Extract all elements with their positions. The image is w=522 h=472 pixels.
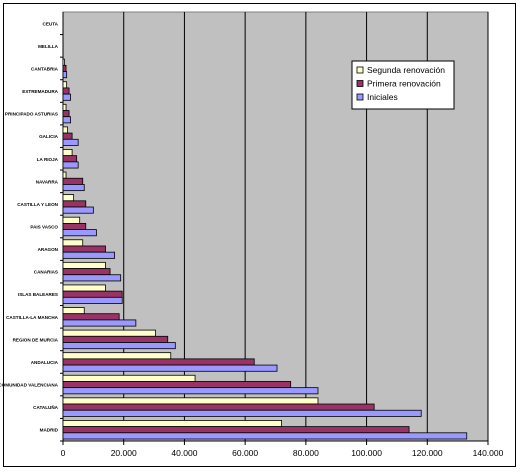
bar <box>62 161 79 169</box>
bar <box>62 155 78 163</box>
category-label: ANDALUCIA <box>31 360 59 365</box>
bar <box>62 397 319 405</box>
category-label: CASTILLA-LA MANCHA <box>6 315 59 320</box>
legend-label: Iniciales <box>367 92 398 102</box>
bar <box>62 274 122 282</box>
x-tick-label: 140.000 <box>473 448 504 458</box>
category-label: CANARIAS <box>34 270 58 275</box>
bar <box>62 200 87 208</box>
bar <box>62 403 375 411</box>
x-tick-label: 80.000 <box>293 448 319 458</box>
category-label: PAIS VASCO <box>30 225 58 230</box>
chart-frame <box>3 3 516 467</box>
category-label: ARAGON <box>38 247 59 252</box>
category-label: MELILLA <box>38 44 59 49</box>
category-label: LA RIOJA <box>37 157 59 162</box>
bar <box>62 420 282 428</box>
bar <box>62 381 292 389</box>
bar <box>62 222 87 230</box>
x-tick-label: 60.000 <box>232 448 258 458</box>
bar <box>62 87 70 95</box>
bar <box>62 110 70 118</box>
bar <box>62 313 120 321</box>
bar <box>62 335 169 343</box>
bar <box>62 358 255 366</box>
bar <box>62 426 410 434</box>
bar <box>62 206 94 214</box>
bar <box>62 81 68 89</box>
category-label: GALICIA <box>39 134 59 139</box>
bar <box>62 126 68 134</box>
bar <box>62 132 73 140</box>
bar <box>62 71 68 79</box>
category-label: NAVARRA <box>36 179 59 184</box>
bar <box>62 307 85 315</box>
legend-label: Segunda renovación <box>367 65 445 75</box>
x-tick-label: 120.000 <box>412 448 443 458</box>
category-label: COMUNIDAD VALENCIANA <box>0 383 59 388</box>
legend-swatch <box>356 80 364 87</box>
bar <box>62 177 84 185</box>
bar <box>62 409 422 417</box>
category-label: CANTABRIA <box>31 66 59 71</box>
bar <box>62 116 71 124</box>
bar <box>62 364 278 372</box>
bar <box>62 239 84 247</box>
category-label: MADRID <box>40 428 59 433</box>
bar <box>62 261 106 269</box>
bar <box>62 319 137 327</box>
bar <box>62 138 79 146</box>
bar <box>62 216 81 224</box>
legend-label: Primera renovación <box>367 79 441 89</box>
bar <box>62 268 111 276</box>
category-label: CATALUÑA <box>33 404 59 410</box>
bar <box>62 245 106 253</box>
bar <box>62 387 319 395</box>
bar <box>62 284 106 292</box>
bar <box>62 149 73 157</box>
bar <box>62 93 71 101</box>
x-tick-label: 40.000 <box>171 448 197 458</box>
bar <box>62 296 123 304</box>
bar <box>62 171 67 179</box>
bar <box>62 290 123 298</box>
bar <box>62 194 75 202</box>
bar <box>62 229 97 237</box>
bar <box>62 103 67 111</box>
bar <box>62 184 85 192</box>
bar <box>62 352 172 360</box>
category-label: ISLAS BALEARES <box>18 292 58 297</box>
x-tick-label: 20.000 <box>111 448 137 458</box>
bar <box>62 64 67 72</box>
category-label: REGION DE MURCIA <box>13 337 59 342</box>
bar <box>62 432 468 440</box>
legend-swatch <box>356 66 364 74</box>
category-label: CEUTA <box>43 21 59 26</box>
x-tick-label: 0 <box>61 448 66 458</box>
legend-swatch <box>356 93 364 101</box>
category-label: CASTILLA Y LEON <box>17 202 58 207</box>
category-label: EXTREMADURA <box>22 89 58 94</box>
legend-box <box>351 60 455 110</box>
bar <box>62 329 156 337</box>
bar <box>62 342 176 350</box>
x-tick-label: 100.000 <box>351 448 382 458</box>
bar <box>62 58 65 66</box>
bar <box>62 374 196 382</box>
category-label: PRINCIPADO ASTURIAS <box>5 112 58 117</box>
bar <box>62 251 116 259</box>
